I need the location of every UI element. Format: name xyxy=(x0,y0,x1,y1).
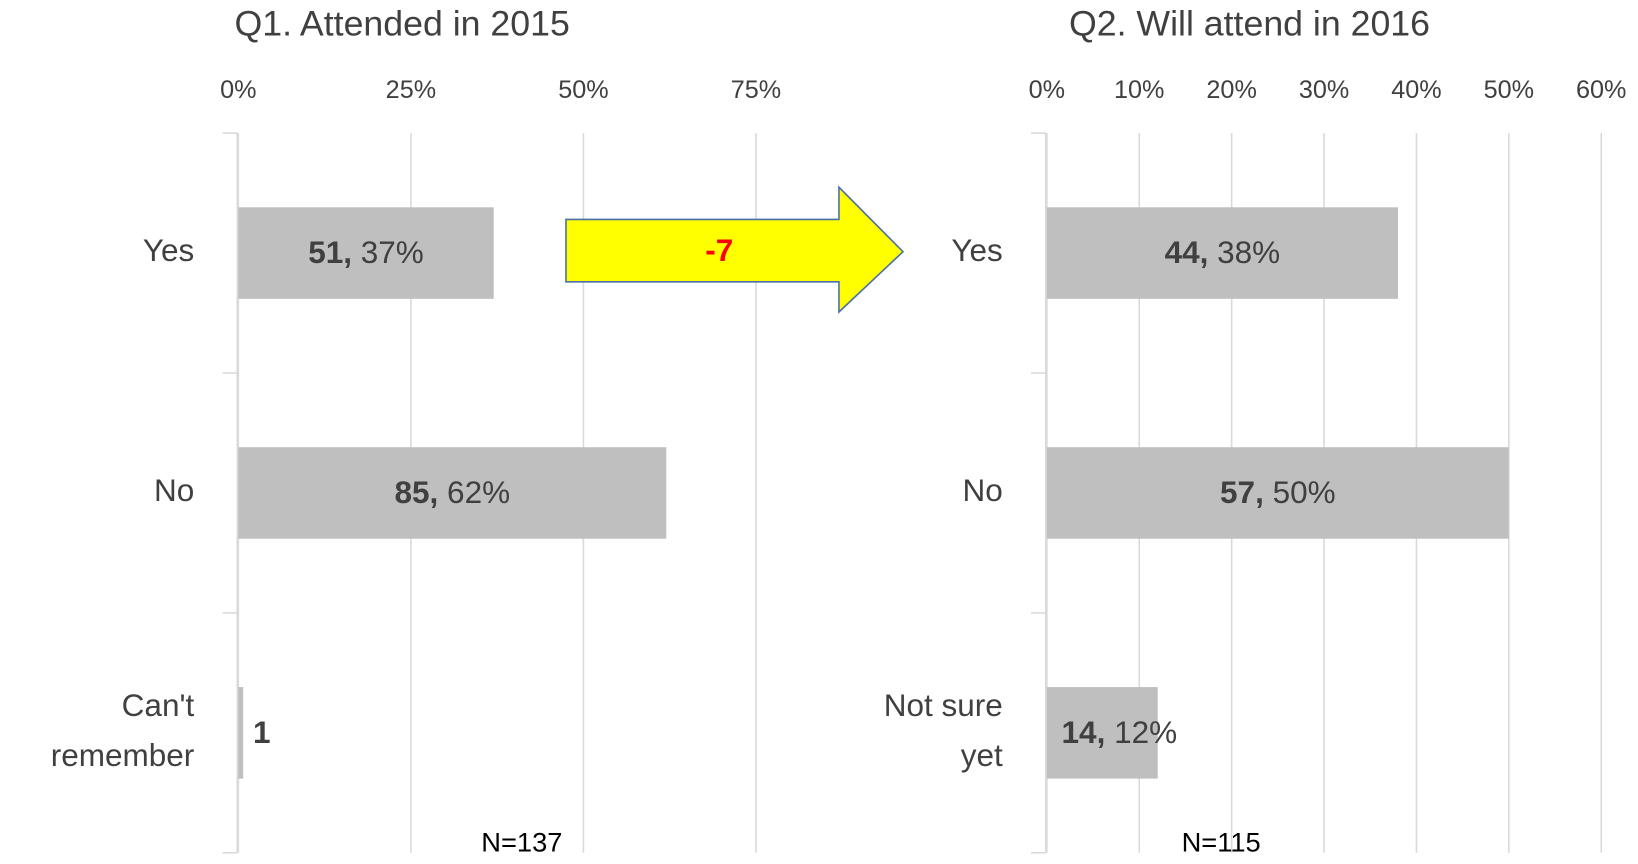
value-label: 85, 62% xyxy=(395,475,511,510)
x-tick-label: 75% xyxy=(731,76,781,104)
charts: Q1. Attended in 2015 0% 25% 50% 75% Yes 51, 37… xyxy=(51,3,1627,857)
y-tick-label: Can't remember xyxy=(51,688,195,773)
bar xyxy=(1046,447,1509,539)
value-label: 51, 37% xyxy=(308,236,424,271)
x-tick-label: 50% xyxy=(558,76,608,104)
note: N=115 xyxy=(1182,827,1261,858)
value-label: 1 xyxy=(253,715,271,750)
y-tick-label: No xyxy=(154,473,194,508)
value-label: 14, 12% xyxy=(1062,715,1178,750)
y-tick-label: Yes xyxy=(143,233,194,268)
x-tick-label: 0% xyxy=(220,76,256,104)
x-tick-label: 60% xyxy=(1576,76,1626,104)
y-tick-label: No xyxy=(962,473,1002,508)
x-tick-label: 50% xyxy=(1484,76,1534,104)
bar xyxy=(238,447,667,539)
chart-title: Q1. Attended in 2015 xyxy=(234,3,569,43)
arrow: -7 xyxy=(565,185,905,314)
y-tick-label: Not sure yet xyxy=(884,688,1003,773)
value-label: 57, 50% xyxy=(1220,475,1336,510)
x-tick-label: 0% xyxy=(1029,76,1065,104)
arrow-label: -7 xyxy=(705,233,733,268)
bar xyxy=(1046,687,1158,779)
x-tick-label: 20% xyxy=(1206,76,1256,104)
x-tick-label: 30% xyxy=(1299,76,1349,104)
chart-title: Q2. Will attend in 2016 xyxy=(1069,3,1430,43)
y-tick-label: Yes xyxy=(951,233,1002,268)
arrow-shape xyxy=(565,185,905,314)
value-label: 44, 38% xyxy=(1165,236,1281,271)
bar xyxy=(238,687,244,779)
x-tick-label: 10% xyxy=(1114,76,1164,104)
note: N=137 xyxy=(481,827,562,858)
bar xyxy=(1046,207,1398,299)
x-tick-label: 25% xyxy=(386,76,436,104)
x-tick-label: 40% xyxy=(1391,76,1441,104)
bar xyxy=(238,207,494,299)
